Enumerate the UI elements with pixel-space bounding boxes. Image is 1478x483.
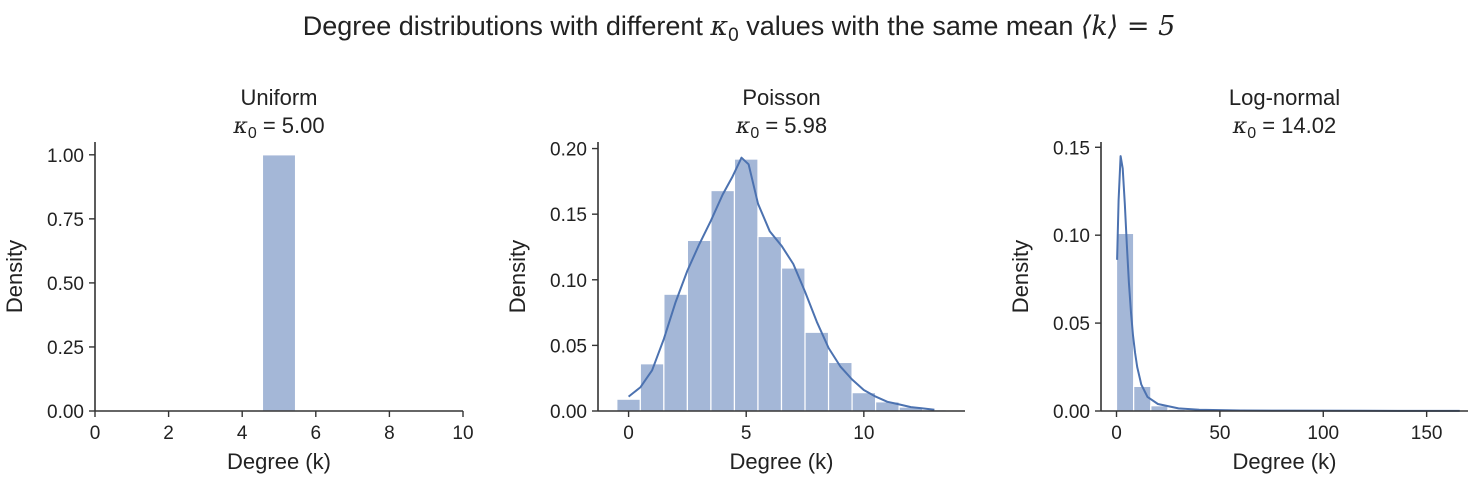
x-axis-label: Degree (k) (1233, 449, 1337, 474)
histogram-bar (616, 398, 641, 412)
y-tick-label: 1.00 (47, 146, 84, 167)
y-tick-label: 0.10 (550, 271, 587, 292)
x-tick-label: 0 (1111, 423, 1122, 444)
y-tick-label: 0.00 (47, 402, 84, 423)
y-tick-label: 0.50 (47, 274, 84, 295)
panel-2: 0 5 10 0.00 0.05 0.10 0.15 0.20 Degree (k) Densit… (505, 85, 965, 474)
y-tick-label: 0.00 (550, 402, 587, 423)
histogram-bar (827, 361, 853, 412)
kde-line (627, 156, 935, 411)
x-tick-label: 0 (623, 423, 634, 444)
x-tick-label: 8 (384, 423, 395, 444)
x-tick-label: 10 (452, 423, 473, 444)
histogram-bar (710, 189, 736, 412)
x-tick-label: 100 (1307, 423, 1339, 444)
histogram-bar (261, 154, 297, 412)
x-tick-label: 6 (311, 423, 322, 444)
y-axis-label: Density (2, 240, 27, 313)
y-axis-label: Density (505, 240, 530, 313)
x-tick-label: 0 (90, 423, 101, 444)
histogram-bar (1133, 385, 1152, 412)
y-tick-label: 0.05 (550, 336, 587, 357)
y-tick-label: 0.15 (1053, 138, 1090, 159)
figure-title: Degree distributions with different κ0 v… (303, 11, 1176, 46)
panel-title: Uniform (240, 85, 317, 110)
x-tick-label: 4 (237, 423, 248, 444)
panel-subtitle: κ0 = 14.02 (1232, 113, 1336, 142)
panel-3: 0 50 100 150 0.00 0.05 0.10 0.15 Degree (k) Densi… (1008, 85, 1468, 474)
panel-subtitle: κ0 = 5.00 (232, 113, 324, 142)
x-tick-label: 150 (1411, 423, 1443, 444)
y-tick-label: 0.20 (550, 140, 587, 161)
y-axis-label: Density (1008, 240, 1033, 313)
x-axis-label: Degree (k) (227, 449, 331, 474)
panel-1: 0 2 4 6 8 10 0.00 0.25 0.50 0.75 1.00 Degree (k) Den… (2, 85, 474, 474)
y-tick-label: 0.00 (1053, 402, 1090, 423)
panel-title: Poisson (742, 85, 820, 110)
histogram-bar (757, 235, 783, 412)
histogram-bar (733, 158, 759, 412)
kde-line (1116, 155, 1460, 412)
y-tick-label: 0.25 (47, 338, 84, 359)
y-tick-label: 0.05 (1053, 314, 1090, 335)
x-tick-label: 10 (853, 423, 874, 444)
histogram-bar (780, 267, 806, 412)
histogram-bar (804, 331, 830, 412)
x-tick-label: 50 (1209, 423, 1230, 444)
histogram-bar (663, 293, 688, 412)
panel-subtitle: κ0 = 5.98 (735, 113, 827, 142)
y-tick-label: 0.15 (550, 205, 587, 226)
x-tick-label: 5 (741, 423, 752, 444)
panel-title: Log-normal (1229, 85, 1340, 110)
x-axis-label: Degree (k) (730, 449, 834, 474)
y-tick-label: 0.75 (47, 210, 84, 231)
x-tick-label: 2 (163, 423, 174, 444)
y-tick-label: 0.10 (1053, 226, 1090, 247)
histogram-bar (686, 239, 712, 412)
